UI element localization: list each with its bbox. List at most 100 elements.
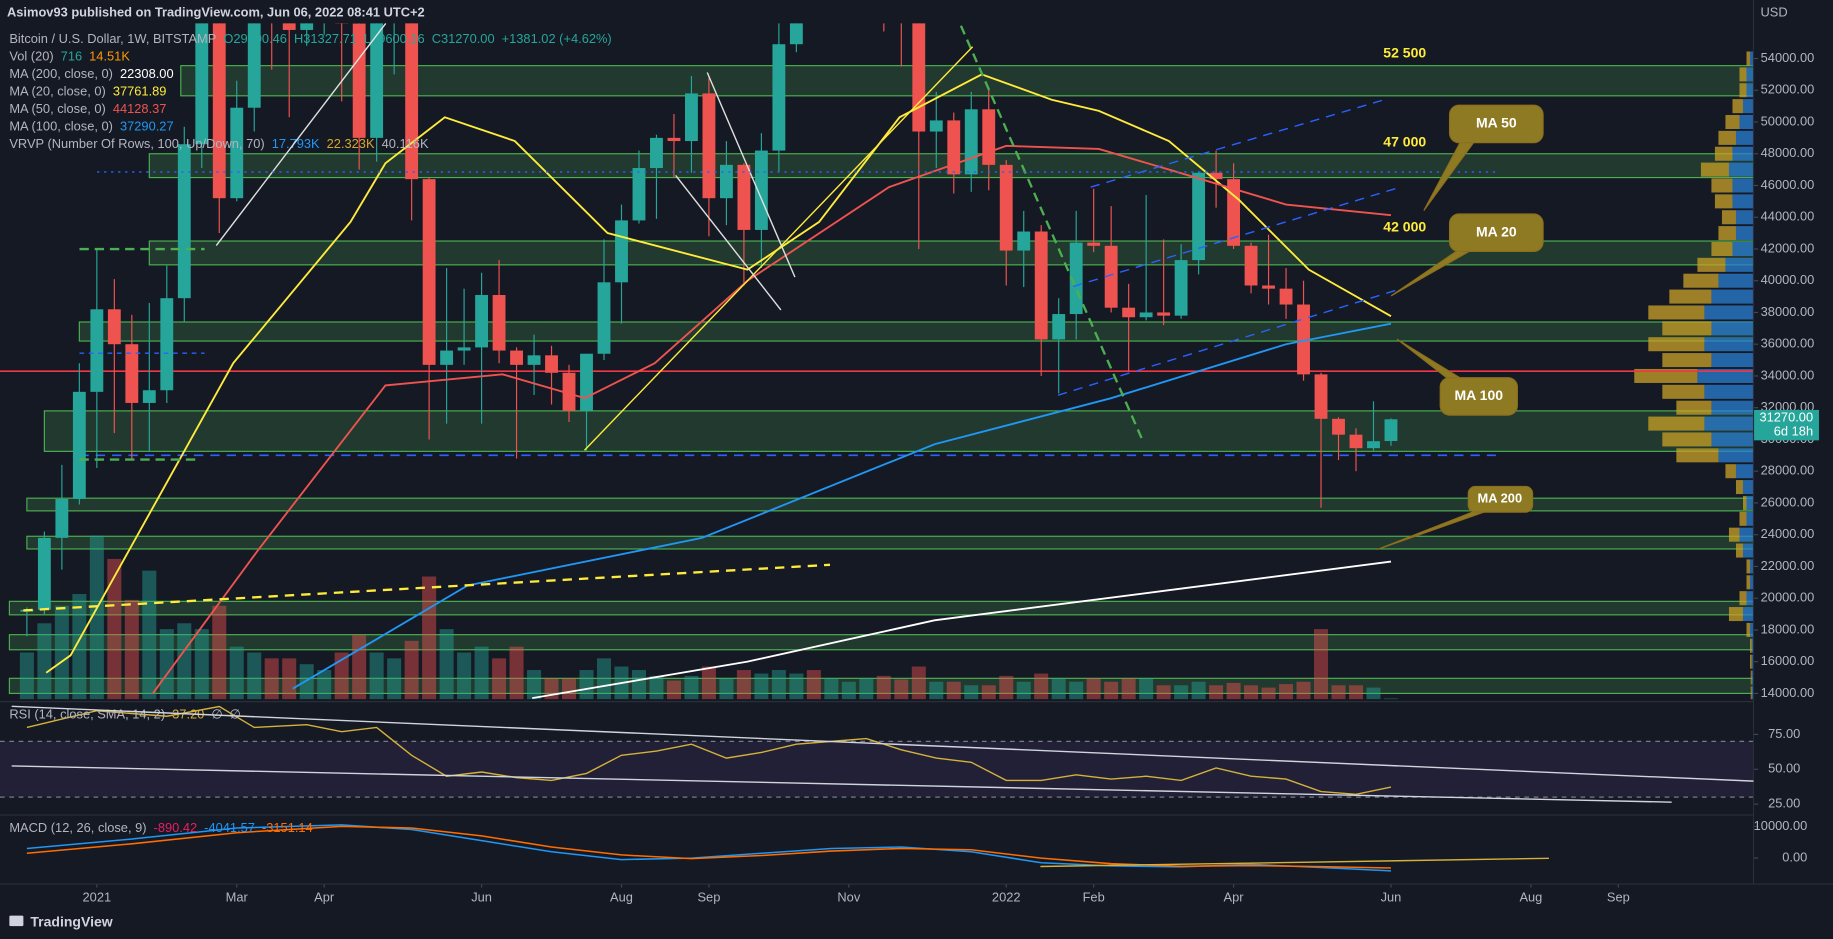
legend-value: C31270.00 [432, 31, 495, 46]
volume-bar [999, 675, 1014, 700]
legend-value: ∅ [230, 707, 241, 722]
profile-down [1648, 305, 1705, 320]
profile-up [1711, 400, 1754, 415]
publisher: Asimov93 published on TradingView.com, J… [7, 4, 425, 19]
legend-value: O29900.46 [223, 31, 287, 46]
profile-down [1746, 575, 1751, 590]
profile-down [1746, 51, 1751, 66]
profile-up [1732, 194, 1754, 209]
candle-body [212, 23, 226, 199]
volume-bar [369, 652, 384, 700]
legend-value: +1381.02 (+4.62%) [502, 31, 612, 46]
x-tick-label: Sep [1607, 889, 1630, 904]
volume-bar [72, 594, 87, 700]
overlay: Bitcoin / U.S. Dollar, 1W, BITSTAMP O2990… [9, 31, 1819, 904]
volume-bar [1086, 678, 1101, 700]
y-tick-label: 36000.00 [1761, 336, 1815, 351]
candle-body [1122, 307, 1136, 318]
candle-body [685, 93, 698, 142]
annotation: 47 000 [1383, 133, 1426, 149]
zone [26, 535, 1754, 550]
zone [148, 240, 1754, 266]
profile-down [1735, 543, 1743, 558]
candle-body [492, 295, 506, 351]
legend-value: 37761.89 [113, 84, 167, 99]
y-tick-label: 52000.00 [1761, 82, 1815, 97]
volume-bar [806, 670, 821, 700]
profile-down [1725, 464, 1736, 479]
volume-bar [789, 673, 804, 700]
volume-bar [964, 685, 979, 700]
volume-bar [684, 675, 699, 700]
profile-up [1728, 162, 1754, 177]
volume-bar [562, 678, 577, 700]
volume-bar [1069, 681, 1084, 700]
y-tick-label: 50000.00 [1761, 113, 1815, 128]
legend-value: 40.116K [382, 136, 429, 151]
candle-body [107, 309, 121, 345]
candle-body [1244, 245, 1258, 286]
profile-up [1711, 321, 1754, 336]
profile-down [1750, 638, 1752, 653]
profile-up [1742, 543, 1754, 558]
profile-up [1735, 130, 1754, 145]
volume-bar [1051, 678, 1066, 700]
volume-bar [876, 675, 891, 700]
profile-down [1634, 368, 1698, 383]
candle-body [72, 391, 86, 499]
legend-value: 37290.27 [120, 119, 174, 134]
profile-down [1732, 99, 1743, 114]
candle-body [352, 23, 366, 138]
y-tick-label: 0.00 [1782, 849, 1807, 864]
volume-bar [54, 605, 69, 700]
volume-bar [754, 673, 769, 700]
legend-value: 44128.37 [113, 101, 167, 116]
profile-down [1742, 495, 1747, 510]
profile-down [1662, 321, 1712, 336]
candle-body [1384, 419, 1398, 442]
volume-bar [107, 558, 122, 700]
volume-bar [457, 652, 472, 700]
profile-up [1732, 146, 1754, 161]
candle-body [142, 390, 156, 403]
volume-bar [1366, 687, 1381, 700]
volume-bar [859, 678, 874, 700]
candle-body [1139, 312, 1153, 318]
candle-body [912, 23, 926, 132]
volume-bar [422, 576, 437, 700]
legend-label: MA (50, close, 0) [9, 101, 105, 116]
legend-value: 22.323K [327, 136, 375, 151]
countdown: 6d 18h [1774, 424, 1813, 439]
candle-body [300, 23, 314, 30]
volume-bar [1104, 681, 1119, 700]
candle-body [230, 107, 244, 199]
profile-down [1711, 241, 1733, 256]
volume-bar [89, 535, 104, 700]
annotation: 42 000 [1383, 219, 1426, 235]
volume-bar [177, 623, 192, 700]
candle-body [1279, 288, 1293, 305]
volume-bar [911, 666, 926, 700]
volume-bar [299, 664, 314, 700]
y-tick-label: 24000.00 [1761, 526, 1815, 541]
x-tick-label: Sep [697, 889, 720, 904]
profile-down [1739, 83, 1747, 98]
legend-entry: MA (200, close, 0) 22308.00 [9, 66, 173, 81]
zone [26, 497, 1754, 512]
candle-body [982, 109, 996, 165]
candle-body [615, 220, 628, 283]
legend-value: -4041.57 [204, 820, 255, 835]
volume-bar [247, 652, 262, 700]
zone [8, 600, 1754, 616]
y-tick-label: 18000.00 [1761, 621, 1815, 636]
y-tick-label: 38000.00 [1761, 304, 1815, 319]
candle-body [90, 309, 104, 392]
candle-body [702, 93, 716, 199]
candle-body [37, 537, 51, 610]
candle-body [1157, 312, 1171, 316]
candle-body [160, 298, 174, 391]
line-series [532, 560, 1392, 700]
candle-body [177, 144, 191, 299]
brand-name: TradingView [30, 913, 112, 929]
